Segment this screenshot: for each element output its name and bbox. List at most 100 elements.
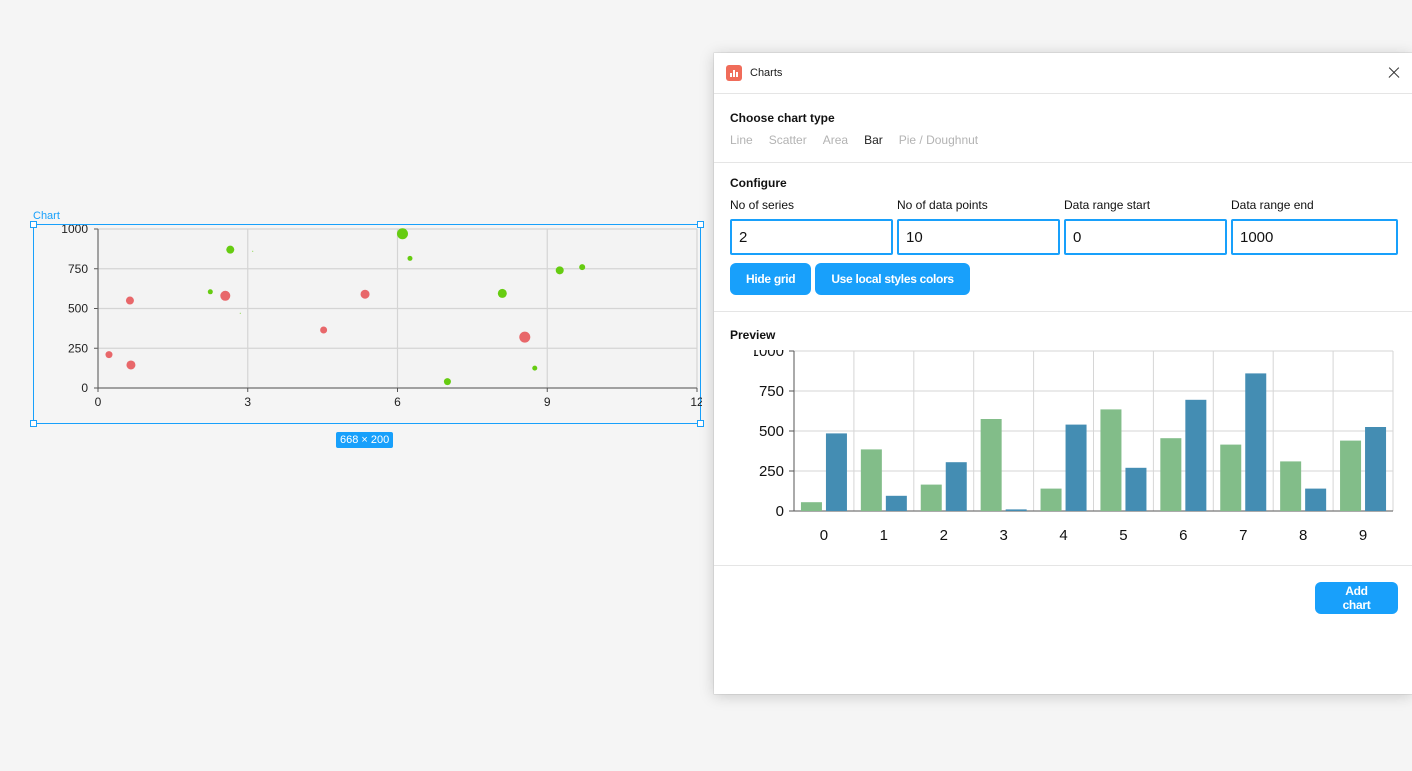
bar-chart-icon <box>726 65 742 81</box>
chart-frame[interactable]: 1000 750 500 250 0 0 3 6 9 12 <box>30 221 704 427</box>
chart-type-section: Choose chart type Line Scatter Area Bar Pie … <box>714 94 1412 163</box>
bar-s0-7 <box>1220 444 1242 511</box>
panel-header: Charts <box>714 53 1412 94</box>
series-count-input[interactable] <box>730 219 893 255</box>
series-count-field: No of series <box>730 198 893 255</box>
config-fields: No of series No of data points Data rang… <box>730 198 1398 255</box>
y-tick-label: 0 <box>81 381 88 395</box>
x-tick-label: 0 <box>95 395 102 409</box>
scatter-point-s1-5 <box>407 255 413 261</box>
x-tick-label: 6 <box>394 395 401 409</box>
x-tick-label: 4 <box>1059 527 1067 544</box>
scatter-point-s1-7 <box>497 288 507 298</box>
scatter-point-s1-0 <box>207 289 213 295</box>
bar-s0-1 <box>860 449 882 511</box>
bar-chart-preview: 1000 750 500 250 0 0 1 2 3 4 5 6 7 8 9 <box>754 350 1394 544</box>
configure-section: Configure No of series No of data points… <box>714 163 1412 312</box>
chart-type-bar[interactable]: Bar <box>864 133 883 147</box>
resize-handle-bottom-right[interactable] <box>697 420 704 427</box>
bar-s1-0 <box>825 433 847 511</box>
bar-s0-6 <box>1160 438 1182 511</box>
bar-s1-4 <box>1065 424 1087 511</box>
x-tick-label: 3 <box>999 527 1007 544</box>
range-end-input[interactable] <box>1231 219 1398 255</box>
panel-title: Charts <box>750 67 783 79</box>
y-tick-label: 250 <box>68 341 88 355</box>
bar-s1-6 <box>1185 399 1207 511</box>
bar-s0-8 <box>1280 461 1302 511</box>
data-points-input[interactable] <box>897 219 1060 255</box>
bar-s0-2 <box>920 484 942 511</box>
chart-type-tabs: Line Scatter Area Bar Pie / Doughnut <box>730 133 1396 147</box>
range-start-input[interactable] <box>1064 219 1227 255</box>
y-tick-label: 500 <box>759 423 784 440</box>
chart-type-line[interactable]: Line <box>730 133 753 147</box>
scatter-point-s0-1 <box>125 296 134 305</box>
x-tick-label: 12 <box>690 395 702 409</box>
scatter-point-s1-2 <box>239 312 241 314</box>
scatter-point-s0-4 <box>320 326 328 334</box>
range-end-field: Data range end <box>1231 198 1398 255</box>
frame-label[interactable]: Chart <box>33 210 60 222</box>
y-tick-label: 250 <box>759 463 784 480</box>
data-points-label: No of data points <box>897 198 988 212</box>
x-tick-label: 8 <box>1299 527 1307 544</box>
charts-plugin-panel: Charts Choose chart type Line Scatter Area… <box>714 53 1412 694</box>
scatter-point-s1-3 <box>252 250 254 252</box>
range-start-field: Data range start <box>1064 198 1227 255</box>
bar-s1-8 <box>1305 488 1327 511</box>
x-tick-label: 6 <box>1179 527 1187 544</box>
scatter-point-s1-10 <box>579 264 586 271</box>
bar-s0-0 <box>800 502 822 511</box>
scatter-chart: 1000 750 500 250 00 3 6 9 12 <box>61 225 702 409</box>
resize-handle-top-right[interactable] <box>697 221 704 228</box>
x-tick-label: 2 <box>940 527 948 544</box>
chart-type-area[interactable]: Area <box>822 133 849 147</box>
scatter-point-s1-4 <box>396 228 408 240</box>
size-badge: 668 × 200 <box>336 432 394 448</box>
bar-s1-9 <box>1365 427 1387 511</box>
y-tick-label: 500 <box>68 302 88 316</box>
config-buttons: Hide grid Use local styles colors <box>730 263 1396 295</box>
bar-s1-1 <box>885 495 907 511</box>
bar-s1-5 <box>1125 467 1147 511</box>
scatter-point-s0-6 <box>519 331 531 343</box>
resize-handle-top-left[interactable] <box>30 221 37 228</box>
y-tick-label: 750 <box>68 262 88 276</box>
hide-grid-button[interactable]: Hide grid <box>730 263 812 295</box>
chart-type-scatter[interactable]: Scatter <box>768 133 807 147</box>
bar-s0-9 <box>1340 440 1362 511</box>
use-local-styles-button[interactable]: Use local styles colors <box>815 263 970 295</box>
y-tick-label: 1000 <box>61 225 88 236</box>
bar-s1-2 <box>945 462 967 511</box>
data-points-field: No of data points <box>897 198 1060 255</box>
add-chart-button[interactable]: Add chart <box>1315 582 1398 614</box>
x-tick-label: 0 <box>820 527 828 544</box>
scatter-point-s0-5 <box>360 289 370 299</box>
resize-handle-bottom-left[interactable] <box>30 420 37 427</box>
scatter-point-s1-1 <box>226 245 235 254</box>
preview-section: Preview 1000 750 500 250 0 0 1 2 3 4 5 6 7 8 9 <box>714 312 1412 566</box>
range-end-label: Data range end <box>1231 198 1314 212</box>
scatter-point-s1-6 <box>443 378 451 386</box>
y-tick-label: 0 <box>776 503 784 520</box>
choose-chart-type-title: Choose chart type <box>730 111 835 125</box>
scatter-point-s0-0 <box>105 351 113 359</box>
x-tick-label: 9 <box>1359 527 1367 544</box>
bar-s0-4 <box>1040 488 1062 511</box>
bar-s1-3 <box>1005 509 1027 511</box>
scatter-point-s1-8 <box>532 365 538 371</box>
x-tick-label: 7 <box>1239 527 1247 544</box>
preview-title: Preview <box>730 328 776 342</box>
scatter-point-s0-2 <box>126 360 136 370</box>
chart-type-pie-doughnut[interactable]: Pie / Doughnut <box>898 133 979 147</box>
x-tick-label: 9 <box>544 395 551 409</box>
y-tick-label: 750 <box>759 383 784 400</box>
series-count-label: No of series <box>730 198 795 212</box>
close-icon[interactable] <box>1386 65 1402 81</box>
x-tick-label: 3 <box>244 395 251 409</box>
scatter-point-s1-9 <box>555 266 564 275</box>
bar-s1-7 <box>1245 373 1267 511</box>
bar-s0-3 <box>980 419 1002 511</box>
range-start-label: Data range start <box>1064 198 1151 212</box>
